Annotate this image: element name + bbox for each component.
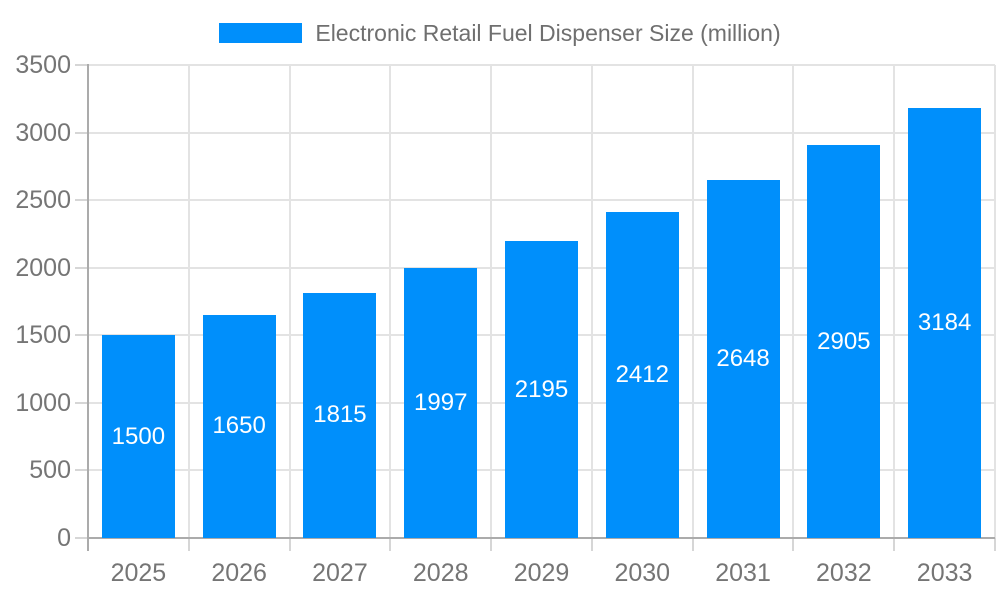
- bar: 1500: [101, 335, 175, 538]
- x-tick-label: 2026: [211, 559, 267, 587]
- bar-value-label: 1500: [111, 422, 166, 450]
- chart-legend: Electronic Retail Fuel Dispenser Size (m…: [0, 15, 1000, 51]
- y-tick-label: 2500: [15, 186, 71, 215]
- y-tick-label: 2000: [15, 253, 71, 282]
- bar: 2412: [605, 212, 679, 538]
- x-tick: [691, 538, 694, 551]
- y-tick: [75, 537, 88, 539]
- x-axis-line: [88, 537, 995, 539]
- bar-value-label: 2195: [514, 375, 569, 403]
- y-gridline: [88, 199, 995, 202]
- y-tick: [75, 334, 88, 337]
- y-tick-label: 3000: [15, 118, 71, 147]
- bar-value-label: 1650: [212, 412, 266, 440]
- x-tick-label: 2029: [513, 559, 570, 587]
- x-gridline: [994, 65, 996, 538]
- legend-swatch-icon: [219, 23, 303, 43]
- bar-value-label: 2905: [817, 327, 871, 355]
- bar-value-label: 2412: [615, 361, 669, 388]
- x-tick-label: 2031: [715, 559, 771, 587]
- bar-value-label: 2648: [716, 345, 770, 373]
- bar: 1650: [202, 315, 276, 538]
- x-gridline: [893, 65, 896, 538]
- y-tick: [75, 266, 88, 269]
- y-tick-label: 0: [57, 524, 71, 552]
- y-tick-label: 3500: [15, 51, 71, 79]
- y-tick: [75, 199, 88, 202]
- y-tick-label: 1500: [15, 321, 71, 350]
- x-gridline: [288, 65, 291, 538]
- x-gridline: [792, 65, 795, 538]
- y-tick: [75, 64, 88, 66]
- y-gridline: [88, 64, 995, 66]
- legend-label: Electronic Retail Fuel Dispenser Size (m…: [315, 20, 781, 46]
- y-tick: [75, 131, 88, 134]
- y-tick: [75, 401, 88, 404]
- x-tick: [389, 538, 392, 551]
- bar: 2905: [807, 145, 881, 538]
- bar: 1815: [303, 292, 377, 538]
- x-tick-label: 2032: [816, 559, 872, 587]
- x-tick: [893, 538, 896, 551]
- x-tick: [590, 538, 593, 551]
- y-axis-line: [87, 64, 89, 551]
- x-tick-label: 2025: [110, 559, 167, 587]
- x-tick: [490, 538, 493, 551]
- x-tick: [994, 538, 996, 551]
- bar-value-label: 3184: [917, 308, 972, 336]
- bar: 2648: [706, 180, 780, 538]
- y-gridline: [88, 131, 995, 134]
- bar: 3184: [908, 107, 982, 538]
- x-tick: [187, 538, 190, 551]
- bar-value-label: 1815: [313, 401, 367, 429]
- x-gridline: [389, 65, 392, 538]
- x-tick-label: 2028: [412, 559, 469, 587]
- x-tick: [792, 538, 795, 551]
- bar: 1997: [404, 268, 478, 538]
- x-tick: [288, 538, 291, 551]
- x-tick-label: 2027: [312, 559, 368, 587]
- y-tick-label: 500: [29, 456, 71, 485]
- x-tick-label: 2033: [916, 559, 973, 587]
- bar-value-label: 1997: [414, 389, 468, 417]
- y-tick: [75, 469, 88, 472]
- x-gridline: [691, 65, 694, 538]
- x-tick-label: 2030: [614, 559, 671, 587]
- x-gridline: [590, 65, 593, 538]
- x-gridline: [490, 65, 493, 538]
- legend-item[interactable]: Electronic Retail Fuel Dispenser Size (m…: [219, 15, 781, 51]
- y-tick-label: 1000: [15, 388, 71, 417]
- x-gridline: [187, 65, 190, 538]
- bar: 2195: [505, 241, 578, 538]
